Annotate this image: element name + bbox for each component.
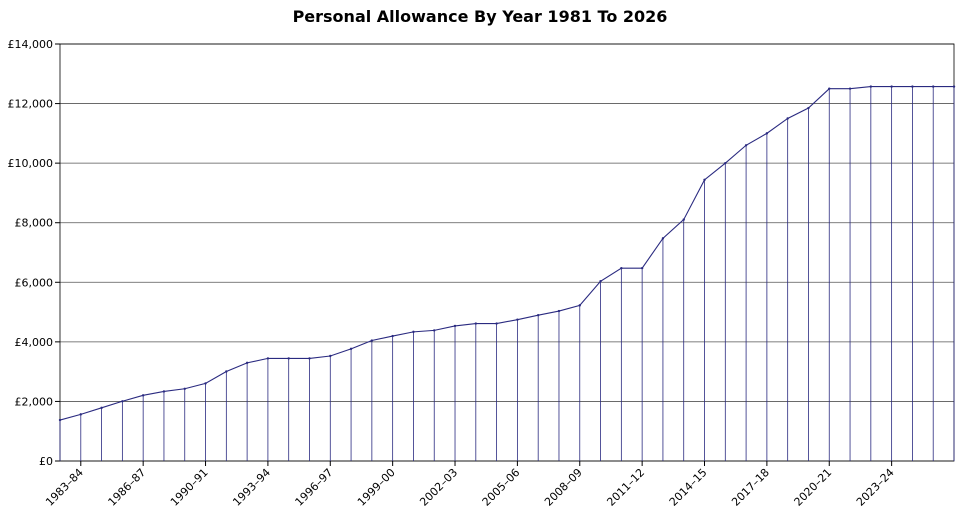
x-tick-label: 1993–94: [230, 466, 273, 509]
data-point: [329, 354, 332, 358]
y-tick-label: £6,000: [15, 276, 54, 289]
y-tick-label: £2,000: [15, 395, 54, 408]
y-tick-label: £14,000: [8, 38, 54, 51]
data-point: [100, 406, 103, 410]
data-point: [58, 418, 62, 422]
data-point: [225, 370, 228, 373]
x-tick-label: 2020–21: [792, 466, 835, 509]
data-point: [245, 361, 249, 365]
y-tick-label: £12,000: [8, 98, 54, 111]
data-point: [869, 85, 873, 88]
x-tick-label: 1999–00: [355, 466, 398, 509]
plot-frame: [59, 43, 955, 462]
data-point: [828, 87, 831, 90]
x-tick-label: 2008–09: [542, 466, 585, 509]
x-tick-label: 1996–97: [293, 466, 336, 509]
data-point: [495, 322, 498, 325]
data-point: [578, 304, 581, 307]
data-point: [682, 218, 685, 221]
x-tick-label: 1983–84: [43, 466, 86, 509]
data-point: [848, 87, 852, 90]
data-point: [890, 85, 893, 88]
data-point: [266, 357, 270, 360]
data-point: [620, 266, 623, 270]
data-point: [412, 330, 415, 334]
data-point: [453, 324, 457, 328]
data-point: [183, 387, 186, 390]
data-point: [952, 85, 956, 88]
x-tick-label: 1990–91: [168, 466, 211, 509]
y-tick-label: £4,000: [15, 336, 54, 349]
series-line: [59, 86, 954, 421]
data-point: [786, 117, 789, 120]
data-point: [557, 309, 561, 313]
x-tick-label: 2002–03: [417, 466, 460, 509]
data-point: [204, 382, 207, 385]
data-point: [765, 132, 769, 135]
x-tick-label: 2005–06: [480, 466, 523, 509]
data-point: [744, 144, 748, 147]
data-point: [121, 400, 124, 403]
data-point: [724, 161, 727, 165]
data-point: [433, 329, 436, 332]
x-tick-label: 1986–87: [106, 466, 149, 509]
data-point: [391, 334, 394, 338]
x-tick-label: 2011–12: [604, 466, 647, 509]
data-point: [349, 347, 353, 351]
x-tick-label: 2014–15: [667, 466, 710, 509]
data-point: [807, 106, 810, 110]
y-tick-label: £10,000: [8, 157, 54, 170]
data-point: [703, 178, 706, 182]
data-point: [308, 357, 311, 360]
chart-title: Personal Allowance By Year 1981 To 2026: [292, 7, 668, 26]
data-point: [516, 318, 519, 321]
data-point: [141, 394, 145, 397]
data-point: [640, 266, 644, 270]
x-tick-label: 2023–24: [854, 466, 897, 509]
y-tick-label: £8,000: [15, 217, 54, 230]
data-point: [370, 339, 374, 342]
data-point: [474, 322, 478, 325]
data-point: [661, 237, 665, 240]
data-point: [599, 280, 602, 283]
x-tick-label: 2017–18: [729, 466, 772, 509]
data-point: [79, 413, 82, 416]
data-point: [911, 85, 914, 88]
data-point: [287, 357, 290, 360]
data-point: [536, 313, 540, 317]
data-point: [932, 85, 935, 88]
y-tick-label: £0: [39, 455, 53, 468]
data-point: [162, 390, 166, 393]
